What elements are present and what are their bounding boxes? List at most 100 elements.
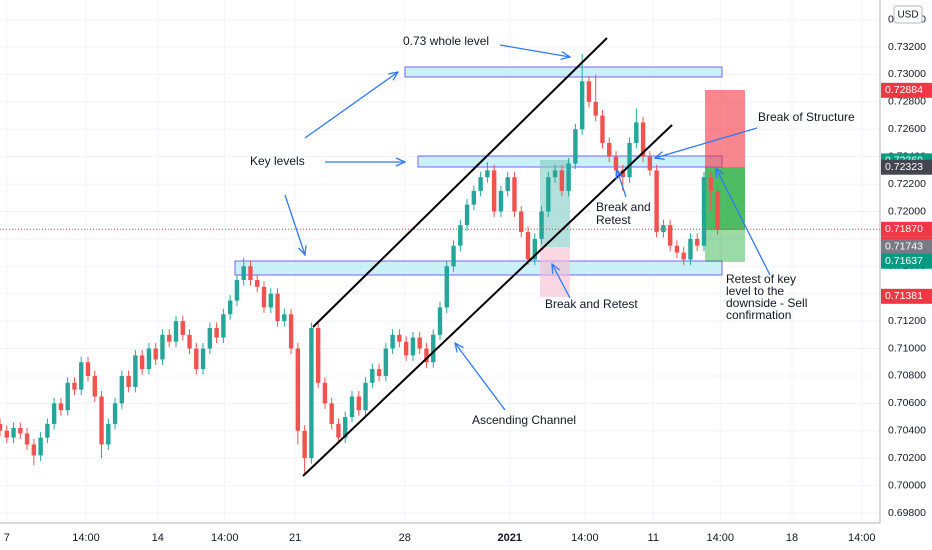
candle-body bbox=[65, 382, 70, 411]
candle-body bbox=[424, 348, 429, 363]
candle-body bbox=[119, 375, 125, 404]
candle-body bbox=[315, 327, 321, 383]
candle-body bbox=[322, 382, 328, 404]
candle-body bbox=[512, 177, 517, 212]
candle-body bbox=[92, 375, 97, 397]
annotation: Break and bbox=[596, 200, 651, 214]
y-tick-label: 0.72800 bbox=[888, 96, 926, 108]
candle-body bbox=[370, 369, 375, 383]
candle-body bbox=[146, 348, 152, 370]
price-tag-label: 0.71637 bbox=[885, 255, 923, 267]
candle-body bbox=[248, 266, 253, 281]
candle-body bbox=[227, 300, 233, 315]
candle-body bbox=[234, 280, 240, 301]
candle-body bbox=[126, 375, 131, 387]
candle-body bbox=[139, 355, 145, 370]
arrow bbox=[617, 170, 627, 198]
x-tick-label: 14 bbox=[152, 532, 164, 544]
candle-body bbox=[329, 403, 334, 424]
candle-body bbox=[302, 430, 307, 459]
candle-body bbox=[674, 245, 680, 253]
candle-body bbox=[241, 266, 246, 281]
candle-body bbox=[18, 428, 23, 434]
candle-body bbox=[133, 355, 138, 387]
candle-body bbox=[363, 382, 368, 411]
candle-body bbox=[695, 238, 700, 246]
y-tick-label: 0.70800 bbox=[888, 370, 926, 382]
x-tick-label: 21 bbox=[289, 532, 301, 544]
price-tag-label: 0.71870 bbox=[885, 223, 923, 235]
x-tick-label: 28 bbox=[399, 532, 411, 544]
y-tick-label: 0.73000 bbox=[888, 68, 926, 80]
candle-body bbox=[654, 170, 659, 233]
candle-body bbox=[667, 225, 673, 246]
x-tick-label: 18 bbox=[786, 532, 798, 544]
price-tag bbox=[881, 239, 932, 255]
annotation: downside - Sell bbox=[726, 296, 807, 310]
annotation: Break and Retest bbox=[545, 297, 638, 311]
candle-body bbox=[647, 156, 653, 171]
candle-body bbox=[0, 423, 3, 431]
y-tick-label: 0.70000 bbox=[888, 479, 926, 491]
price-tag-label: 0.72884 bbox=[885, 84, 923, 96]
candle-body bbox=[180, 321, 185, 335]
annotation: Retest bbox=[596, 213, 631, 227]
channel-line bbox=[312, 37, 608, 328]
stop-zone bbox=[705, 90, 745, 167]
candle-body bbox=[295, 348, 301, 431]
price-tag bbox=[881, 82, 932, 98]
candle-body bbox=[221, 314, 226, 338]
drawings-back bbox=[234, 66, 745, 297]
x-tick-label: 14:00 bbox=[72, 532, 100, 544]
candle-body bbox=[383, 348, 389, 376]
arrow bbox=[552, 264, 571, 299]
candle-body bbox=[200, 348, 206, 370]
y-tick-label: 0.70600 bbox=[888, 397, 926, 409]
candle-body bbox=[356, 396, 361, 411]
candle-body bbox=[343, 417, 348, 438]
annotation: confirmation bbox=[726, 308, 791, 322]
price-tag-label: 0.72323 bbox=[885, 161, 923, 173]
candle-body bbox=[112, 403, 118, 424]
candle-body bbox=[458, 225, 463, 246]
candle-body bbox=[431, 334, 436, 363]
arrow bbox=[499, 44, 570, 57]
candle-body bbox=[336, 423, 341, 438]
key-level-zone bbox=[234, 260, 723, 276]
currency-button[interactable] bbox=[893, 5, 923, 24]
candle-body bbox=[532, 238, 537, 260]
target-zone bbox=[705, 230, 745, 262]
price-tag bbox=[881, 288, 932, 304]
candle-body bbox=[701, 177, 707, 246]
candle-body bbox=[613, 156, 619, 171]
candle-body bbox=[546, 177, 551, 212]
candle-body bbox=[566, 163, 571, 191]
candle-body bbox=[498, 190, 504, 212]
candle-body bbox=[4, 430, 9, 438]
x-tick-label: 14:00 bbox=[706, 532, 734, 544]
candle-body bbox=[160, 334, 165, 360]
candle-body bbox=[491, 170, 497, 212]
candle-body bbox=[153, 348, 158, 360]
candle-body bbox=[79, 362, 84, 390]
candle-body bbox=[640, 122, 646, 157]
candle-body bbox=[681, 252, 686, 260]
x-tick-label: 11 bbox=[648, 532, 659, 544]
candle-body bbox=[444, 266, 449, 308]
candle-body bbox=[634, 122, 639, 143]
x-tick-label: 14:00 bbox=[848, 532, 876, 544]
candle-body bbox=[72, 382, 77, 390]
candle-body bbox=[167, 334, 172, 342]
candle-body bbox=[519, 211, 524, 233]
candle-body bbox=[275, 293, 280, 322]
candle-body bbox=[376, 369, 382, 376]
candle-body bbox=[552, 170, 558, 178]
currency[interactable]: USD bbox=[897, 10, 918, 21]
y-tick-label: 0.70400 bbox=[888, 425, 926, 437]
candle-body bbox=[593, 101, 598, 116]
candle-body bbox=[437, 307, 443, 335]
arrow bbox=[716, 168, 771, 276]
candle-body bbox=[99, 396, 104, 445]
candle-body bbox=[51, 403, 57, 424]
